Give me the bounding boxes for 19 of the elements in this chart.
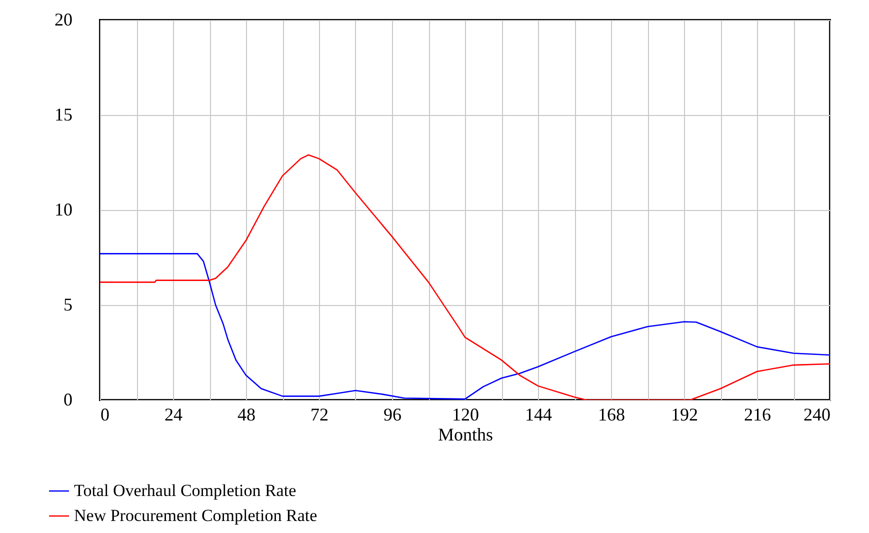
x-tick-label: 192: [671, 404, 698, 424]
x-tick-label: 96: [384, 404, 402, 424]
legend-label: Total Overhaul Completion Rate: [74, 481, 296, 500]
y-tick-label: 15: [54, 104, 72, 124]
x-tick-label: 240: [804, 404, 830, 424]
x-tick-label: 24: [164, 404, 182, 424]
y-tick-label: 0: [64, 390, 72, 410]
x-tick-label: 168: [598, 404, 625, 424]
x-tick-label: 72: [310, 404, 328, 424]
x-axis-title: Months: [438, 424, 494, 444]
x-tick-label: 48: [238, 404, 256, 424]
y-tick-label: 5: [64, 294, 72, 314]
y-tick-label: 10: [54, 200, 72, 220]
y-tick-label: 20: [54, 10, 72, 30]
legend-label: New Procurement Completion Rate: [74, 506, 318, 525]
x-tick-label: 144: [525, 404, 552, 424]
x-tick-label: 0: [100, 404, 110, 424]
x-tick-label: 120: [452, 404, 479, 424]
x-tick-label: 216: [744, 404, 771, 424]
